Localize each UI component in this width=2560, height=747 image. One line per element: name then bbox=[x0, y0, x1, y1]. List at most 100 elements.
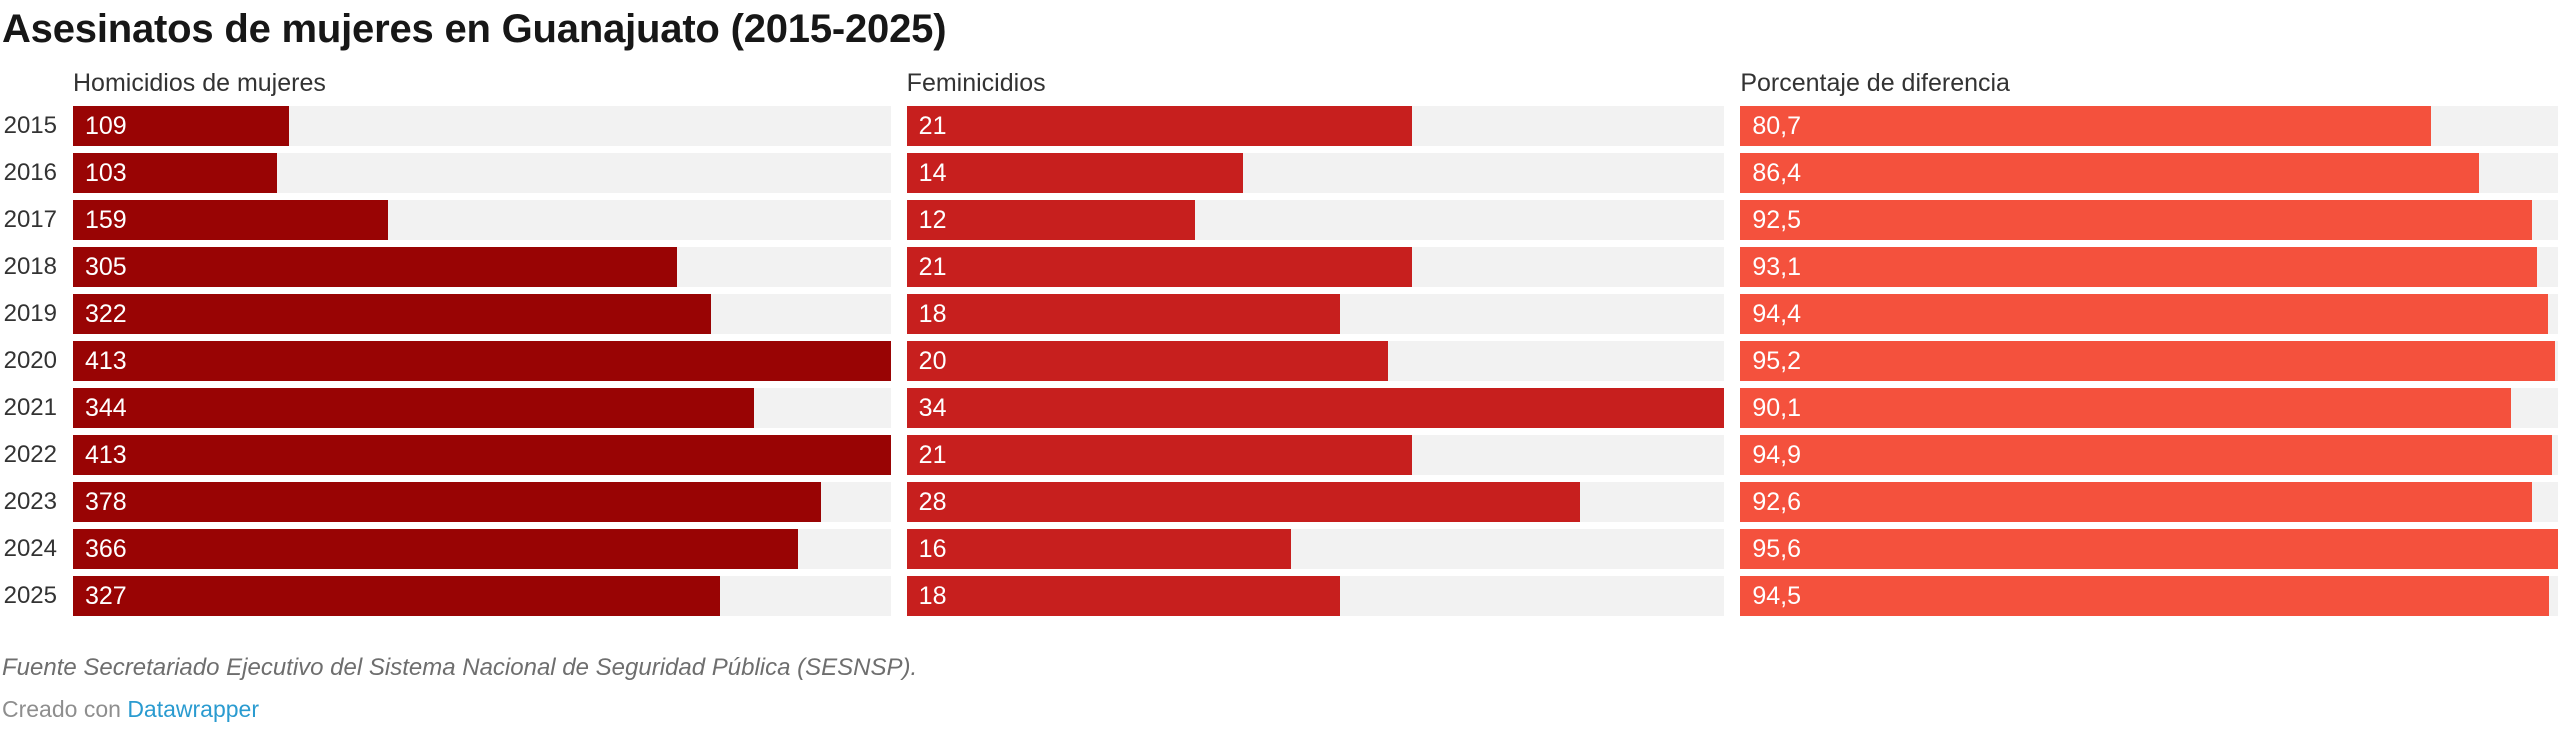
bar-track: 95,2 bbox=[1740, 341, 2559, 381]
bar: 366 bbox=[73, 529, 798, 569]
bar: 18 bbox=[906, 294, 1340, 334]
bar-group-feminicidios: 21 14 12 21 18 20 34 21 28 16 18 bbox=[906, 106, 1725, 616]
bar-value-label: 413 bbox=[85, 346, 127, 375]
bar-track: 93,1 bbox=[1740, 247, 2559, 287]
bar-value-label: 86,4 bbox=[1752, 158, 1802, 187]
bar-track: 413 bbox=[73, 341, 891, 381]
bar-track: 18 bbox=[906, 294, 1725, 334]
bar-value-label: 327 bbox=[85, 581, 127, 610]
bar-value-label: 378 bbox=[85, 487, 127, 516]
bar-track: 159 bbox=[73, 200, 891, 240]
bar-value-label: 18 bbox=[918, 581, 947, 610]
bar-value-label: 95,6 bbox=[1752, 534, 1802, 563]
bar: 90,1 bbox=[1740, 388, 2511, 428]
bar-value-label: 94,9 bbox=[1752, 440, 1802, 469]
datawrapper-chart-page: Asesinatos de mujeres en Guanajuato (201… bbox=[2, 6, 2559, 723]
bar: 95,6 bbox=[1740, 529, 2559, 569]
year-label: 2019 bbox=[3, 300, 57, 327]
year-label: 2017 bbox=[3, 206, 57, 233]
bar-value-label: 90,1 bbox=[1752, 393, 1802, 422]
bar: 344 bbox=[73, 388, 755, 428]
bar-track: 366 bbox=[73, 529, 891, 569]
bar: 18 bbox=[906, 576, 1340, 616]
bar: 413 bbox=[73, 341, 891, 381]
bar: 80,7 bbox=[1740, 106, 2431, 146]
bar-track: 14 bbox=[906, 153, 1725, 193]
bar-track: 95,6 bbox=[1740, 529, 2559, 569]
chart-title: Asesinatos de mujeres en Guanajuato (201… bbox=[2, 7, 947, 51]
bar-value-label: 159 bbox=[85, 205, 127, 234]
bar-track: 21 bbox=[906, 247, 1725, 287]
bar: 103 bbox=[73, 153, 277, 193]
bar-value-label: 109 bbox=[85, 111, 127, 140]
split-bar-chart: 2015 2016 2017 2018 2019 2020 2021 2022 2023 2024… bbox=[2, 69, 2559, 616]
bar-track: 16 bbox=[906, 529, 1725, 569]
bar-track: 413 bbox=[73, 435, 891, 475]
bar: 16 bbox=[906, 529, 1292, 569]
bar-track: 21 bbox=[906, 435, 1725, 475]
bar: 14 bbox=[906, 153, 1244, 193]
year-label: 2021 bbox=[3, 394, 57, 421]
bar-track: 86,4 bbox=[1740, 153, 2559, 193]
panel-homicidios-de-mujeres: Homicidios de mujeres 109 103 159 305 322 413… bbox=[73, 70, 891, 616]
year-label: 2025 bbox=[3, 582, 57, 609]
bar-value-label: 305 bbox=[85, 252, 127, 281]
bar-value-label: 21 bbox=[918, 440, 947, 469]
source-note: Fuente Secretariado Ejecutivo del Sistem… bbox=[2, 654, 918, 681]
bar: 34 bbox=[906, 388, 1725, 428]
column-header-porcentaje: Porcentaje de diferencia bbox=[1740, 69, 2010, 97]
bar-value-label: 94,5 bbox=[1752, 581, 1802, 610]
bar: 94,9 bbox=[1740, 435, 2553, 475]
bar: 94,5 bbox=[1740, 576, 2549, 616]
bar-value-label: 16 bbox=[918, 534, 947, 563]
bar-value-label: 344 bbox=[85, 393, 127, 422]
year-label: 2015 bbox=[3, 112, 57, 139]
bar-value-label: 18 bbox=[918, 299, 947, 328]
bar: 95,2 bbox=[1740, 341, 2555, 381]
bar-track: 18 bbox=[906, 576, 1725, 616]
bar-track: 34 bbox=[906, 388, 1725, 428]
bar: 109 bbox=[73, 106, 289, 146]
bar-value-label: 21 bbox=[918, 252, 947, 281]
year-label: 2020 bbox=[3, 347, 57, 374]
year-axis-labels: 2015 2016 2017 2018 2019 2020 2021 2022 2023 2024… bbox=[2, 106, 57, 616]
bar-value-label: 94,4 bbox=[1752, 299, 1802, 328]
bar-track: 92,5 bbox=[1740, 200, 2559, 240]
bar-group-porcentaje: 80,7 86,4 92,5 93,1 94,4 95,2 90,1 94,9 92,6 95,6… bbox=[1740, 106, 2559, 616]
year-label: 2018 bbox=[3, 253, 57, 280]
bar-value-label: 20 bbox=[918, 346, 947, 375]
bar-track: 94,4 bbox=[1740, 294, 2559, 334]
bar: 21 bbox=[906, 106, 1412, 146]
bar-value-label: 14 bbox=[918, 158, 947, 187]
bar-track: 344 bbox=[73, 388, 891, 428]
bar-track: 103 bbox=[73, 153, 891, 193]
bar-track: 80,7 bbox=[1740, 106, 2559, 146]
bar-value-label: 28 bbox=[918, 487, 947, 516]
bar: 92,5 bbox=[1740, 200, 2532, 240]
bar-track: 305 bbox=[73, 247, 891, 287]
bar-value-label: 95,2 bbox=[1752, 346, 1802, 375]
bar-track: 378 bbox=[73, 482, 891, 522]
bar: 159 bbox=[73, 200, 388, 240]
bar-value-label: 93,1 bbox=[1752, 252, 1802, 281]
bar: 378 bbox=[73, 482, 822, 522]
bar: 20 bbox=[906, 341, 1388, 381]
bar-track: 322 bbox=[73, 294, 891, 334]
bar-value-label: 366 bbox=[85, 534, 127, 563]
bar-value-label: 80,7 bbox=[1752, 111, 1802, 140]
column-header-feminicidios: Feminicidios bbox=[906, 69, 1046, 97]
bar: 21 bbox=[906, 435, 1412, 475]
bar: 92,6 bbox=[1740, 482, 2533, 522]
year-axis: 2015 2016 2017 2018 2019 2020 2021 2022 2023 2024… bbox=[2, 70, 57, 616]
bar: 413 bbox=[73, 435, 891, 475]
year-label: 2023 bbox=[3, 488, 57, 515]
column-header-homicidios: Homicidios de mujeres bbox=[73, 69, 326, 97]
bar-value-label: 322 bbox=[85, 299, 127, 328]
year-label: 2024 bbox=[3, 535, 57, 562]
bar-value-label: 34 bbox=[918, 393, 947, 422]
bar: 28 bbox=[906, 482, 1581, 522]
datawrapper-link[interactable]: Datawrapper bbox=[127, 696, 259, 722]
bar: 12 bbox=[906, 200, 1196, 240]
bar-track: 94,5 bbox=[1740, 576, 2559, 616]
bar-track: 109 bbox=[73, 106, 891, 146]
